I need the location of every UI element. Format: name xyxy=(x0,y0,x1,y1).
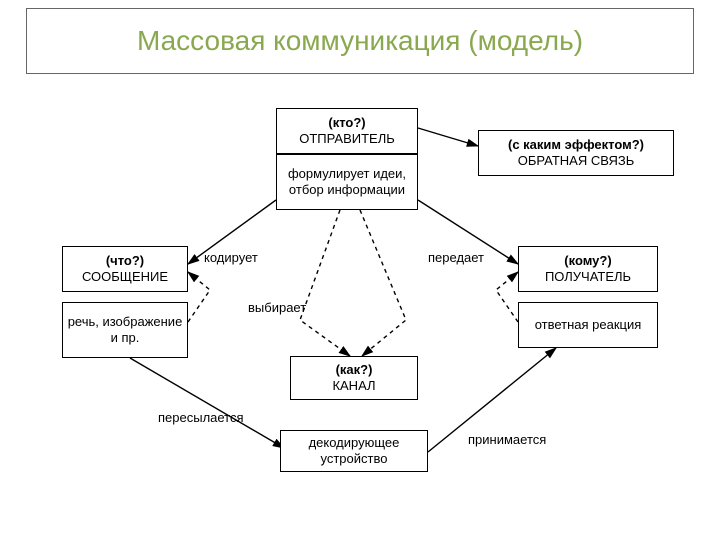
node-sender_q: (кто?)ОТПРАВИТЕЛЬ xyxy=(276,108,418,154)
node-msg_sub: речь, изображение и пр. xyxy=(62,302,188,358)
edge-label-encodes: кодирует xyxy=(204,250,258,265)
edge-3 xyxy=(300,210,350,356)
edge-label-accepted: принимается xyxy=(468,432,546,447)
node-msg_q: (что?)СООБЩЕНИЕ xyxy=(62,246,188,292)
edge-4 xyxy=(360,210,406,356)
edge-label-transmits: передает xyxy=(428,250,484,265)
node-decoder: декодирующее устройство xyxy=(280,430,428,472)
edge-2 xyxy=(418,128,478,146)
edge-8 xyxy=(496,272,518,322)
edge-7 xyxy=(188,272,210,322)
node-recv_sub: ответная реакция xyxy=(518,302,658,348)
edge-5 xyxy=(130,358,284,448)
node-recv_q: (кому?)ПОЛУЧАТЕЛЬ xyxy=(518,246,658,292)
node-channel_q: (как?)КАНАЛ xyxy=(290,356,418,400)
edge-label-sent: пересылается xyxy=(158,410,244,425)
page-title: Массовая коммуникация (модель) xyxy=(137,25,583,57)
node-feedback_q: (с каким эффектом?)ОБРАТНАЯ СВЯЗЬ xyxy=(478,130,674,176)
node-formulate: формулирует идеи, отбор информации xyxy=(276,154,418,210)
edge-label-selects: выбирает xyxy=(248,300,306,315)
title-bar: Массовая коммуникация (модель) xyxy=(26,8,694,74)
